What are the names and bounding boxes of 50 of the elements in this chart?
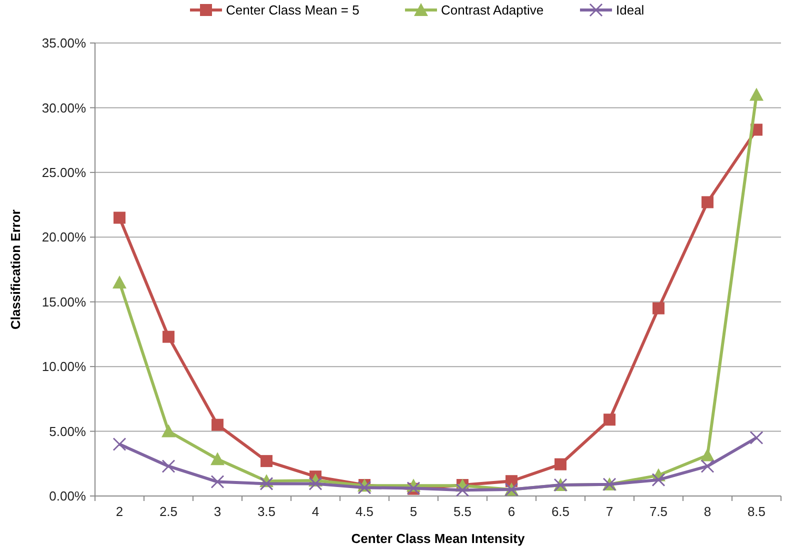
point bbox=[456, 483, 470, 497]
point bbox=[112, 437, 126, 451]
x-tick-label: 3.5 bbox=[257, 504, 276, 519]
point bbox=[260, 455, 272, 468]
point bbox=[652, 302, 664, 314]
point bbox=[210, 475, 224, 489]
point bbox=[750, 88, 764, 101]
x-axis-title: Center Class Mean Intensity bbox=[351, 531, 526, 546]
point bbox=[554, 458, 566, 470]
x-tick-label: 3 bbox=[214, 504, 222, 519]
y-tick-label: 30.00% bbox=[42, 100, 86, 116]
x-tick-label: 2.5 bbox=[159, 504, 178, 519]
point bbox=[212, 418, 224, 431]
x-tick-label: 6.5 bbox=[551, 504, 570, 519]
point bbox=[702, 196, 714, 208]
legend-label: Center Class Mean = 5 bbox=[226, 2, 360, 18]
point bbox=[112, 275, 126, 288]
y-tick-label: 35.00% bbox=[42, 36, 86, 51]
x-tick-label: 5 bbox=[410, 504, 418, 519]
point bbox=[162, 459, 176, 473]
y-tick-label: 5.00% bbox=[49, 424, 86, 439]
point bbox=[308, 476, 322, 490]
y-tick-label: 10.00% bbox=[42, 359, 86, 374]
x-tick-label: 8 bbox=[704, 504, 712, 519]
x-tick-label: 7.5 bbox=[649, 504, 668, 519]
x-tick-label: 5.5 bbox=[453, 504, 472, 519]
x-tick-label: 6 bbox=[508, 504, 516, 519]
y-tick-label: 20.00% bbox=[42, 230, 86, 245]
y-tick-label: 25.00% bbox=[42, 164, 86, 180]
y-tick-label: 0.00% bbox=[49, 488, 86, 504]
y-tick-label: 15.00% bbox=[42, 294, 86, 310]
point bbox=[604, 414, 616, 426]
point bbox=[358, 480, 372, 494]
point bbox=[700, 448, 714, 462]
point bbox=[210, 452, 224, 466]
point bbox=[652, 473, 666, 487]
x-tick-label: 4 bbox=[312, 504, 320, 519]
y-axis-title: Classification Error bbox=[8, 210, 23, 330]
x-tick-label: 8.5 bbox=[747, 504, 766, 519]
point bbox=[260, 476, 274, 490]
x-tick-label: 2 bbox=[116, 504, 124, 519]
x-tick-label: 4.5 bbox=[355, 504, 374, 519]
point bbox=[162, 330, 174, 343]
point bbox=[700, 459, 714, 473]
legend-label: Ideal bbox=[616, 2, 644, 18]
legend-label: Contrast Adaptive bbox=[441, 2, 544, 18]
x-tick-label: 7 bbox=[606, 504, 614, 519]
point bbox=[114, 212, 126, 224]
point bbox=[162, 424, 176, 438]
point bbox=[750, 431, 764, 445]
